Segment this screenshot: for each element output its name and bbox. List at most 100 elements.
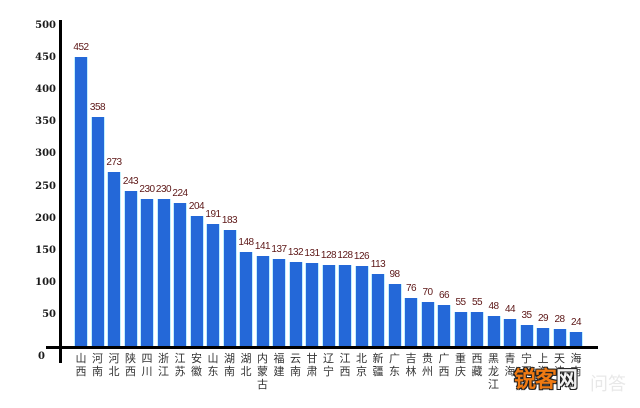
bar	[123, 190, 138, 347]
y-axis-line	[59, 20, 62, 363]
category-label: 海南	[570, 352, 582, 378]
bar	[536, 328, 550, 347]
bar-value-label: 29	[537, 313, 549, 325]
y-tick-label: 500	[35, 20, 56, 31]
bar-item: 76	[403, 282, 420, 347]
y-tick-label: 200	[35, 212, 56, 224]
bar-value-label: 55	[455, 296, 466, 308]
category-label: 重庆	[455, 352, 466, 378]
bar-value-label: 70	[422, 287, 433, 299]
category-label: 江苏	[174, 352, 186, 378]
bar-value-label: 55	[471, 296, 483, 308]
bar	[288, 262, 303, 347]
watermark-logo: 锐客网	[514, 362, 578, 394]
bar-value-label: 191	[205, 209, 221, 221]
bar	[503, 318, 517, 347]
bar-value-label: 128	[337, 249, 353, 261]
bar-item: 24	[568, 316, 585, 347]
category-label: 北京	[356, 352, 367, 378]
bar-item: 28	[552, 313, 569, 347]
bar-value-label: 35	[521, 309, 532, 321]
bar-item: 98	[387, 268, 404, 347]
category-label: 陕西	[125, 352, 136, 378]
bar-value-label: 137	[271, 244, 287, 256]
bar	[420, 302, 435, 347]
bar-value-label: 24	[570, 316, 582, 328]
bar-value-label: 66	[438, 289, 450, 301]
category-label: 湖北	[240, 352, 252, 378]
bar-value-label: 204	[188, 201, 205, 213]
category-label: 天津	[554, 352, 565, 378]
y-tick-label: 450	[35, 52, 56, 64]
bar-item: 29	[535, 312, 552, 347]
bar-item: 70	[420, 286, 437, 347]
category-label: 云南	[290, 352, 301, 378]
bar	[305, 262, 319, 347]
bar	[519, 324, 534, 347]
bar	[437, 304, 451, 347]
bar-value-label: 131	[304, 247, 320, 259]
bar-value-label: 148	[238, 236, 254, 248]
category-label: 西藏	[471, 352, 483, 378]
y-tick-label: 100	[35, 276, 56, 288]
bar	[486, 316, 501, 347]
bar-item: 224	[172, 187, 189, 347]
bar-item: 148	[238, 236, 255, 347]
bar	[90, 117, 105, 347]
bar-value-label: 48	[488, 301, 499, 313]
bar	[206, 224, 220, 347]
bar-item: 358	[90, 101, 107, 347]
category-label: 辽宁	[323, 352, 334, 378]
category-label: 吉林	[405, 352, 417, 378]
bar	[140, 199, 154, 347]
bar-item: 230	[156, 183, 173, 347]
bar	[404, 298, 418, 347]
y-tick-label: 300	[35, 148, 56, 160]
category-label: 湖南	[224, 352, 235, 378]
bar-value-label: 28	[554, 314, 565, 326]
category-label: 江西	[339, 352, 351, 378]
category-label: 河北	[108, 352, 120, 378]
bar-item: 55	[453, 296, 470, 347]
category-label: 广西	[438, 352, 450, 378]
x-axis-line	[46, 346, 598, 349]
bar-value-label: 113	[370, 259, 386, 271]
bar-value-label: 243	[122, 175, 139, 187]
bar	[222, 229, 237, 347]
bar-item: 452	[73, 41, 90, 347]
bar-item: 128	[321, 249, 338, 347]
bar-value-label: 44	[504, 303, 516, 315]
y-tick-label: 0	[38, 351, 45, 362]
category-label: 青海	[504, 352, 516, 378]
category-label: 山东	[207, 352, 219, 378]
category-label: 上海	[537, 352, 549, 378]
faint-watermark: 问答	[590, 374, 626, 395]
y-tick-label: 400	[35, 84, 56, 96]
bar	[354, 266, 369, 347]
bar-value-label: 141	[254, 241, 271, 253]
bar-item: 243	[123, 175, 140, 347]
bar	[338, 264, 352, 347]
bar-value-label: 358	[89, 102, 106, 114]
bar-value-label: 452	[73, 41, 89, 53]
y-tick-label: 350	[35, 116, 56, 128]
category-label: 山西	[75, 352, 87, 378]
category-label: 甘肃	[306, 352, 318, 378]
category-label: 四川	[141, 352, 153, 378]
bar-item: 204	[189, 200, 206, 347]
bar	[470, 311, 484, 347]
category-label: 安徽	[191, 352, 202, 378]
bar-value-label: 273	[106, 156, 122, 168]
bar-item: 55	[469, 296, 486, 347]
bar	[321, 264, 336, 347]
bar-value-label: 230	[155, 184, 172, 196]
bar	[371, 274, 385, 347]
bar-item: 132	[288, 246, 305, 347]
bar	[189, 216, 204, 347]
watermark-text-white: 网	[556, 368, 578, 393]
bar-item: 183	[222, 214, 239, 347]
y-tick-label: 50	[42, 308, 56, 320]
category-label: 新疆	[372, 352, 384, 378]
bar-item: 48	[486, 300, 503, 347]
